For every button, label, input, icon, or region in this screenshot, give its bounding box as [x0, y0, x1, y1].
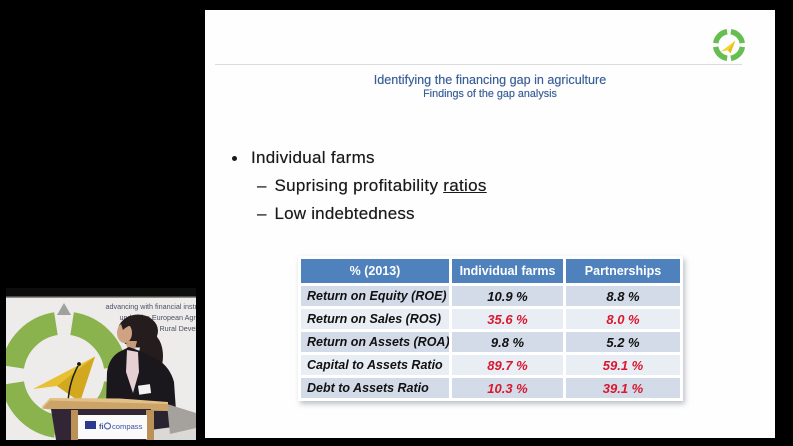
svg-text:fi: fi	[99, 422, 104, 431]
svg-text:under the European Agric: under the European Agric	[119, 313, 196, 322]
svg-text:advancing with financial instr: advancing with financial instru	[106, 302, 197, 311]
svg-text:compass: compass	[112, 422, 143, 431]
svg-text:for Rural Develo: for Rural Develo	[149, 324, 196, 333]
